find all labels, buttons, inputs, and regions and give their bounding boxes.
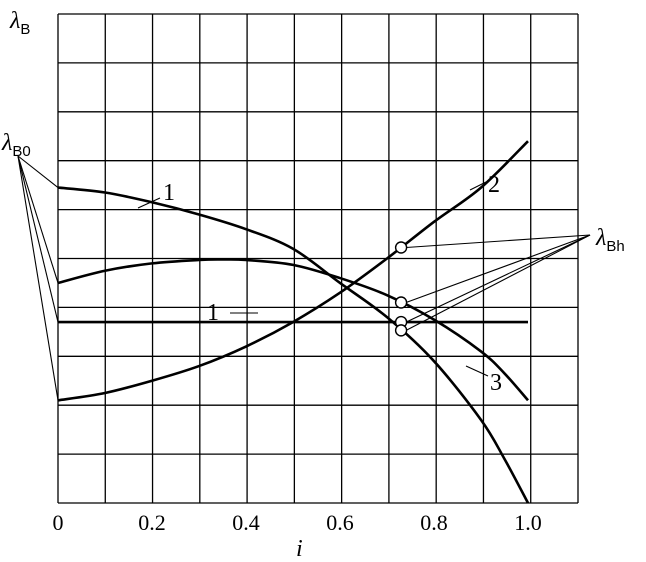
lambda-bh-leader [406, 234, 591, 249]
lambda-b0-label: λB0 [1, 130, 31, 160]
curve-2 [57, 140, 529, 402]
x-axis-label: i [296, 536, 303, 562]
curve-label-3: 3 [490, 370, 502, 396]
curve-label-1-flat: 1 [207, 300, 219, 326]
x-tick-label: 0.6 [326, 510, 354, 535]
curve-label-1-top: 1 [163, 180, 175, 206]
curve-1-top [57, 186, 530, 504]
curve-3 [57, 258, 529, 402]
lambda-bh-leader [405, 234, 591, 323]
x-tick-label: 0 [53, 510, 64, 535]
lambda-b0-leader [17, 155, 59, 323]
grid [57, 13, 579, 504]
lambda-b0-leader [17, 155, 59, 401]
x-tick-labels: 0 0.2 0.4 0.6 0.8 1.0 [53, 510, 542, 535]
lambda-bh-leader [405, 234, 591, 304]
curves [57, 140, 530, 504]
lambda-b0-leader [17, 155, 59, 189]
lambda-b0-leader [17, 155, 59, 284]
x-tick-label: 0.4 [232, 510, 260, 535]
y-axis-label: λB [9, 8, 30, 38]
x-tick-label: 0.8 [420, 510, 448, 535]
lambda-bh-marker [394, 296, 408, 309]
leader-lines [17, 155, 591, 401]
x-tick-label: 0.2 [138, 510, 166, 535]
curve-label-2: 2 [488, 172, 500, 198]
x-tick-label: 1.0 [514, 510, 542, 535]
lambda-bh-label: λBh [595, 225, 625, 255]
lambda-bh-marker [394, 324, 408, 337]
lambda-bh-leader [405, 234, 591, 331]
lambda-bh-marker [394, 241, 408, 254]
curve-3-pointer [465, 365, 489, 377]
curve-1-pointer [137, 197, 161, 209]
markers [394, 241, 408, 337]
curve-2-pointer [469, 181, 487, 191]
